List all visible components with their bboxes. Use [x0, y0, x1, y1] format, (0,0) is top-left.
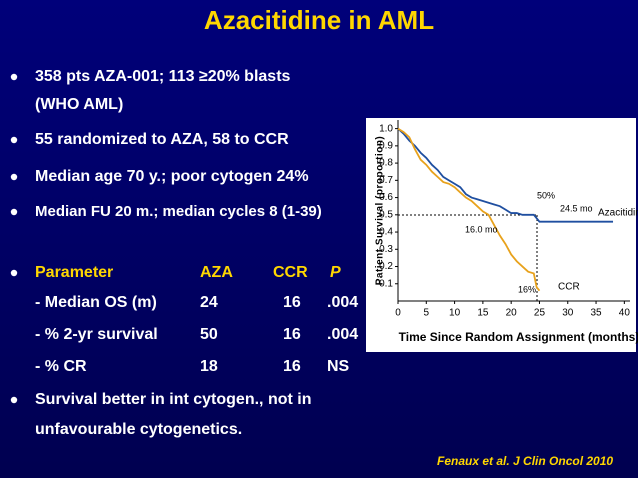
annotation: 50%	[537, 190, 555, 200]
table-cell: - % CR	[35, 358, 87, 375]
x-tick-label: 20	[506, 308, 518, 319]
y-tick-label: 0.5	[379, 209, 393, 220]
y-axis-label: Patient Survival (proportion)	[375, 136, 386, 286]
chart-panel	[366, 118, 636, 352]
y-tick-label: 0.4	[379, 227, 393, 238]
y-tick-label: 0.2	[379, 261, 393, 272]
citation: Fenaux et al. J Clin Oncol 2010	[437, 454, 613, 468]
series-label: CCR	[558, 282, 580, 293]
x-tick-label: 30	[562, 308, 574, 319]
bullet-dot	[10, 73, 18, 81]
table-cell: 16	[283, 358, 301, 375]
x-tick-label: 0	[395, 308, 401, 319]
x-tick-label: 15	[477, 308, 489, 319]
y-tick-label: 0.8	[379, 158, 393, 169]
table-header: P	[330, 264, 341, 281]
bullet-text: (WHO AML)	[35, 96, 123, 113]
bullet-text: Median age 70 y.; poor cytogen 24%	[35, 168, 309, 185]
bullet-text: Median FU 20 m.; median cycles 8 (1-39)	[35, 203, 322, 220]
table-cell: - Median OS (m)	[35, 294, 157, 311]
table-header: AZA	[200, 264, 233, 281]
x-tick-label: 40	[619, 308, 631, 319]
bullet-text: unfavourable cytogenetics.	[35, 421, 242, 438]
y-tick-label: 0.7	[379, 175, 393, 186]
annotation: 24.5 mo	[560, 203, 593, 213]
x-tick-label: 5	[424, 308, 430, 319]
table-cell: .004	[327, 294, 358, 311]
title: Azacitidine in AML	[204, 5, 434, 35]
bullet-dot	[10, 208, 18, 216]
survival-curve	[397, 127, 541, 292]
y-tick-label: 0.3	[379, 244, 393, 255]
bullet-dot	[10, 173, 18, 181]
table-header: CCR	[273, 264, 308, 281]
table-cell: - % 2-yr survival	[35, 326, 158, 343]
y-tick-label: 1.0	[379, 123, 393, 134]
table-cell: .004	[327, 326, 358, 343]
survival-curve	[397, 127, 614, 223]
series-label: Azacitidine	[598, 208, 638, 219]
bullet-text: 55 randomized to AZA, 58 to CCR	[35, 131, 289, 148]
bullet-dot	[10, 269, 18, 277]
table-cell: 18	[200, 358, 218, 375]
y-tick-label: 0.1	[379, 278, 393, 289]
y-tick-label: 0.6	[379, 192, 393, 203]
bullet-text: 358 pts AZA-001; 113 ≥20% blasts	[35, 68, 291, 85]
x-axis-label: Time Since Random Assignment (months)	[399, 330, 638, 344]
x-tick-label: 10	[449, 308, 461, 319]
bullet-dot	[10, 396, 18, 404]
table-cell: 24	[200, 294, 218, 311]
annotation: 16.0 mo	[465, 224, 498, 234]
table-cell: NS	[327, 358, 350, 375]
y-tick-label: 0.9	[379, 140, 393, 151]
table-cell: 50	[200, 326, 218, 343]
annotation: 16%	[518, 284, 536, 294]
bullet-dot	[10, 136, 18, 144]
bullet-text: Survival better in int cytogen., not in	[35, 391, 311, 408]
table-header: Parameter	[35, 264, 113, 281]
table-cell: 16	[283, 294, 301, 311]
x-tick-label: 35	[590, 308, 602, 319]
x-tick-label: 25	[534, 308, 546, 319]
table-cell: 16	[283, 326, 301, 343]
